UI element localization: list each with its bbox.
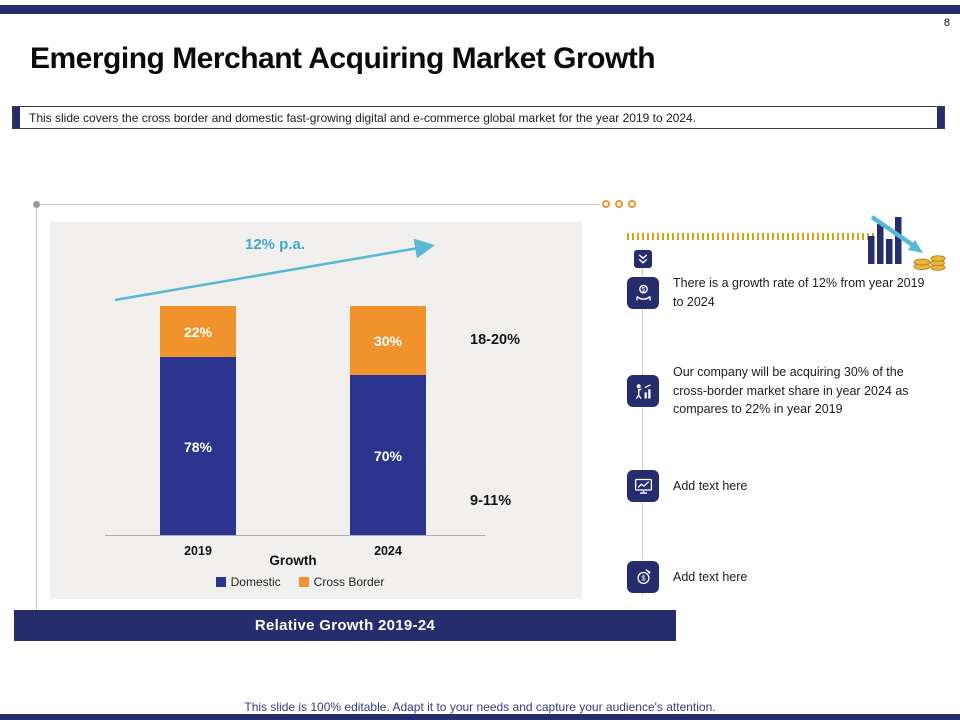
timeline-item-placeholder-1: Add text here [627, 455, 929, 517]
timeline-text: Our company will be acquiring 30% of the… [673, 364, 909, 417]
timeline-connector-line [642, 248, 643, 596]
annotation-cross-border-range: 18-20% [470, 332, 520, 348]
legend-label-domestic: Domestic [230, 575, 281, 589]
monitor-chart-icon [627, 470, 659, 502]
money-growth-icon: $ [627, 277, 659, 309]
subtitle-text: This slide covers the cross border and d… [29, 110, 696, 125]
svg-text:$: $ [641, 573, 646, 582]
bar-2024-cross-border-label: 30% [373, 332, 403, 349]
x-tick-2019: 2019 [184, 544, 212, 558]
subtitle-right-accent [937, 107, 944, 128]
timeline-placeholder-text[interactable]: Add text here [673, 569, 748, 584]
chevron-down-icon [634, 250, 652, 268]
decorative-circles [602, 200, 636, 208]
timeline-dashed-line [627, 233, 875, 240]
legend-label-cross-border: Cross Border [313, 575, 385, 589]
chart-panel: 12% p.a. 22% 78% 30% 70% 2019 2024 Growt… [50, 222, 582, 599]
legend-item-domestic: Domestic [215, 575, 281, 589]
timeline-item-market-share: Our company will be acquiring 30% of the… [627, 360, 929, 422]
subtitle-left-accent [13, 107, 20, 128]
subtitle-banner: This slide covers the cross border and d… [12, 106, 945, 129]
bar-2019-cross-border-label: 22% [183, 323, 213, 340]
timeline-text: There is a growth rate of 12% from year … [673, 276, 925, 309]
x-axis-line [105, 535, 485, 536]
bar-2019-domestic-label: 78% [183, 438, 213, 455]
bar-2024-cross-border-segment: 30% [350, 306, 426, 375]
bar-2019-domestic-segment: 78% [160, 357, 236, 536]
bar-2024-domestic-segment: 70% [350, 375, 426, 536]
page-title: Emerging Merchant Acquiring Market Growt… [30, 42, 656, 75]
chart-caption-text: Relative Growth 2019-24 [254, 617, 436, 634]
market-share-icon [627, 375, 659, 407]
x-axis-title: Growth [269, 553, 317, 568]
page-number: 8 [943, 17, 950, 29]
chart-legend: Domestic Cross Border [60, 575, 540, 589]
bottom-accent-bar [0, 714, 960, 720]
frame-vertical-line [36, 204, 37, 620]
frame-dot-top [33, 201, 40, 208]
bar-2024-domestic-label: 70% [373, 447, 403, 464]
timeline-item-growth-rate: $ There is a growth rate of 12% from yea… [627, 262, 929, 324]
frame-horizontal-line [36, 204, 601, 205]
declining-chart-coins-graphic [868, 215, 946, 271]
bar-2024: 30% 70% [350, 306, 426, 536]
chart-caption-bar: Relative Growth 2019-24 [14, 610, 676, 641]
trend-arrow [114, 238, 435, 302]
legend-item-cross-border: Cross Border [298, 575, 385, 589]
svg-text:$: $ [641, 286, 645, 293]
currency-target-icon: $ [627, 561, 659, 593]
bar-2019: 22% 78% [160, 306, 236, 536]
trend-label: 12% p.a. [244, 236, 306, 253]
annotation-domestic-range: 9-11% [470, 493, 512, 509]
bar-2019-cross-border-segment: 22% [160, 306, 236, 357]
legend-swatch-domestic [215, 577, 226, 587]
legend-swatch-cross-border [298, 577, 309, 587]
timeline-item-placeholder-2: $ Add text here [627, 546, 929, 608]
timeline-placeholder-text[interactable]: Add text here [673, 478, 748, 493]
top-accent-bar [0, 5, 960, 14]
x-tick-2024: 2024 [374, 544, 402, 558]
footer-note: This slide is 100% editable. Adapt it to… [244, 700, 716, 714]
